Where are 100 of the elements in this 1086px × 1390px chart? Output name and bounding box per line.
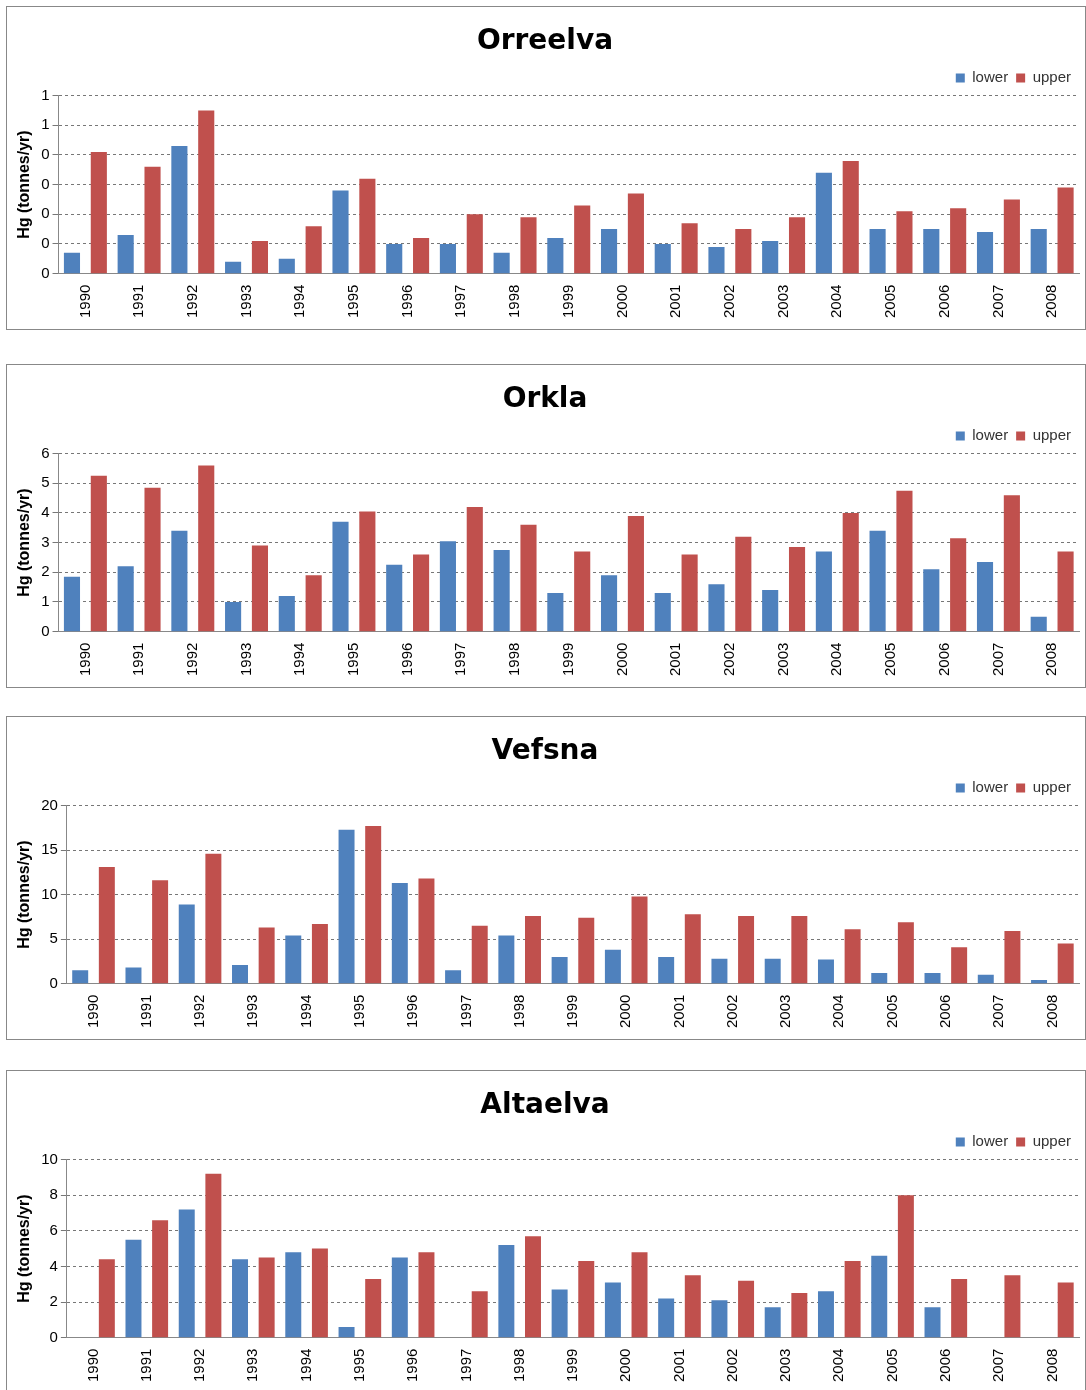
bar (178, 1209, 195, 1338)
bar (72, 970, 89, 984)
bar (63, 576, 81, 632)
bar (1057, 943, 1074, 984)
bar (681, 223, 698, 274)
y-axis-title: Hg (tonnes/yr) (15, 488, 33, 597)
bar (738, 1280, 755, 1338)
bar (205, 853, 222, 984)
x-tick-label: 2001 (669, 994, 687, 1029)
y-tick-label: 20 (41, 795, 58, 813)
bar (98, 867, 115, 984)
legend-label: lower (972, 1132, 1009, 1150)
bar (471, 925, 488, 984)
bar (815, 172, 832, 274)
bar (152, 880, 169, 984)
x-tick-label: 1999 (558, 642, 576, 677)
y-tick-label: 0 (41, 621, 50, 639)
bar (924, 1307, 941, 1338)
y-tick-label: 6 (41, 443, 50, 461)
x-tick-label: 1992 (182, 284, 200, 319)
bar (896, 490, 913, 632)
bar (90, 475, 107, 632)
bar (178, 904, 195, 984)
x-tick-label: 1997 (451, 642, 469, 677)
bar (225, 261, 242, 274)
bar (950, 538, 967, 632)
chart-title: Vefsna (491, 733, 599, 767)
bar (1003, 495, 1020, 632)
bar (951, 1278, 968, 1338)
bar (338, 1326, 355, 1338)
x-tick-label: 1993 (236, 284, 254, 319)
bar (842, 160, 859, 274)
bar (842, 512, 859, 632)
x-tick-label: 1997 (456, 994, 474, 1029)
bar (897, 1195, 914, 1338)
x-tick-label: 1996 (403, 1348, 421, 1383)
bar (547, 238, 564, 274)
x-tick-label: 1991 (129, 642, 147, 677)
bar (391, 1257, 408, 1338)
bar (924, 972, 941, 984)
bar (144, 487, 161, 632)
bar (896, 211, 913, 274)
x-tick-label: 2002 (720, 284, 738, 319)
bar (578, 1261, 595, 1338)
y-tick-label: 4 (41, 503, 50, 521)
bar (258, 1257, 275, 1338)
bar (627, 515, 644, 632)
x-tick-label: 1994 (296, 994, 314, 1029)
bar (788, 217, 806, 274)
x-tick-label: 2006 (935, 994, 953, 1029)
x-tick-label: 1995 (344, 642, 362, 677)
bar (338, 829, 355, 984)
bar (305, 226, 322, 274)
bar (735, 536, 752, 632)
x-tick-label: 1996 (403, 994, 421, 1029)
y-tick-label: 6 (49, 1220, 58, 1238)
bar (198, 110, 215, 274)
x-tick-label: 1995 (350, 1348, 368, 1383)
y-tick-label: 10 (41, 884, 58, 902)
x-tick-label: 1998 (505, 642, 523, 677)
bar (144, 166, 161, 274)
bar (844, 1261, 861, 1338)
x-tick-label: 2007 (988, 284, 1006, 319)
bar (735, 229, 752, 274)
y-tick-label: 0 (41, 145, 50, 163)
x-tick-label: 1995 (344, 284, 362, 319)
bar (117, 235, 134, 274)
bar (738, 915, 755, 984)
x-tick-label: 1991 (136, 1348, 154, 1383)
x-tick-label: 1991 (129, 284, 147, 319)
bar (332, 190, 349, 274)
x-tick-label: 2006 (934, 284, 952, 319)
bar (386, 243, 403, 274)
bar (1057, 1282, 1074, 1338)
x-tick-label: 2008 (1042, 642, 1060, 677)
x-tick-label: 2003 (773, 642, 791, 677)
bar (654, 243, 671, 274)
bar (359, 511, 376, 632)
bar (311, 1248, 328, 1338)
bar (439, 243, 456, 274)
bar (439, 541, 456, 632)
y-tick-label: 8 (49, 1185, 58, 1203)
bar (365, 826, 382, 984)
bar (278, 596, 295, 632)
legend-label: lower (972, 778, 1009, 796)
x-tick-label: 1993 (243, 1348, 261, 1383)
x-tick-label: 1996 (397, 642, 415, 677)
bar (604, 1282, 621, 1338)
x-tick-label: 2005 (882, 994, 900, 1029)
y-tick-label: 1 (41, 592, 50, 610)
x-tick-label: 1990 (75, 642, 93, 677)
bar (871, 1255, 888, 1338)
x-tick-label: 2002 (720, 642, 738, 677)
y-tick-label: 3 (41, 532, 50, 550)
bar (205, 1173, 222, 1338)
bar (631, 896, 648, 984)
bar (418, 878, 435, 984)
bar (871, 972, 888, 984)
bar (90, 151, 107, 274)
y-tick-label: 5 (41, 473, 50, 491)
